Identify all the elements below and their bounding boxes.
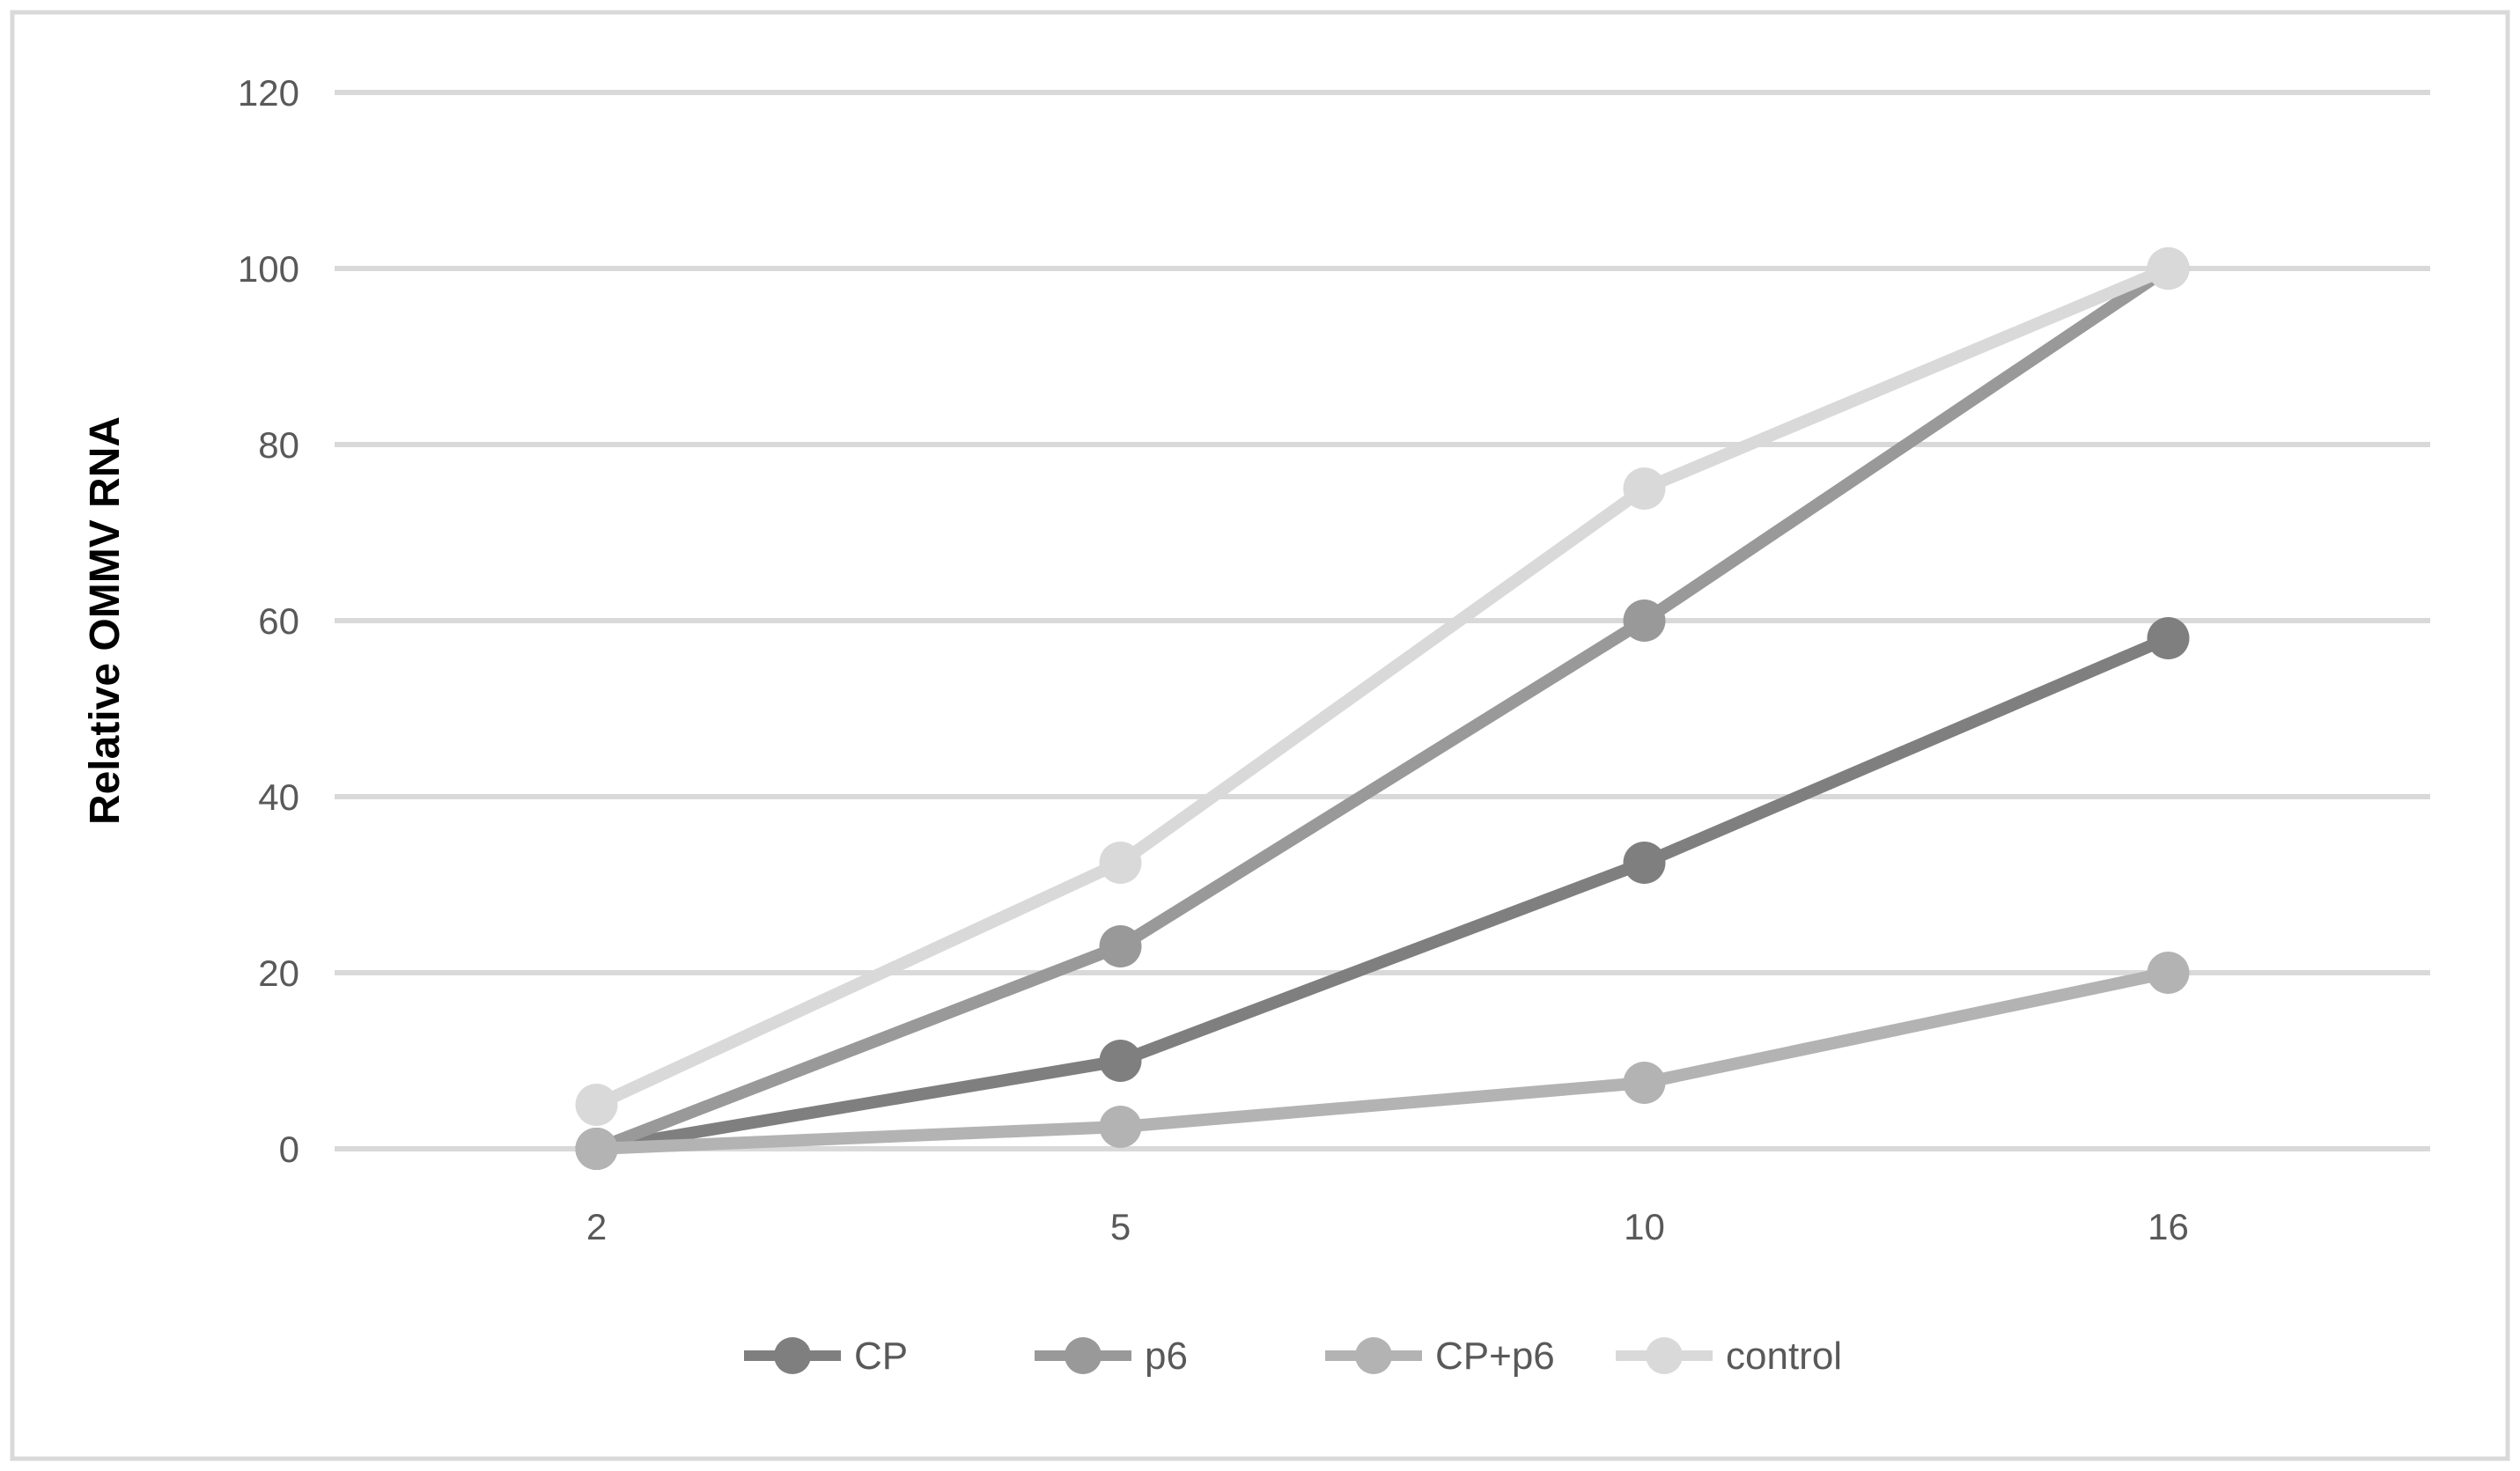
legend-marker-swatch bbox=[1646, 1337, 1683, 1374]
y-tick-label: 100 bbox=[238, 248, 299, 290]
data-point-control bbox=[2147, 247, 2190, 290]
legend-item-control: control bbox=[1616, 1335, 1842, 1378]
y-tick-label: 80 bbox=[258, 424, 299, 466]
data-point-CP+p6 bbox=[2147, 952, 2190, 994]
legend-marker-swatch bbox=[774, 1337, 811, 1374]
y-axis-title: Relative OMMV RNA bbox=[82, 416, 129, 825]
x-tick-label: 2 bbox=[586, 1206, 607, 1247]
data-point-control bbox=[1623, 467, 1666, 510]
data-point-CP bbox=[1099, 1040, 1142, 1082]
gridlines-group bbox=[335, 90, 2430, 1151]
legend-label: control bbox=[1726, 1335, 1842, 1378]
x-tick-label: 10 bbox=[1624, 1206, 1665, 1247]
data-point-p6 bbox=[1623, 599, 1666, 642]
y-tick-label: 40 bbox=[258, 776, 299, 818]
data-point-CP+p6 bbox=[575, 1128, 618, 1170]
legend: CP p6 CP+p6 control bbox=[744, 1335, 1842, 1378]
data-point-CP+p6 bbox=[1099, 1106, 1142, 1148]
series-line-p6 bbox=[593, 263, 2172, 1155]
data-point-control bbox=[575, 1084, 618, 1126]
legend-marker-swatch bbox=[1065, 1337, 1102, 1374]
legend-item-CP+p6: CP+p6 bbox=[1325, 1335, 1555, 1378]
series-group bbox=[575, 247, 2190, 1170]
data-point-CP bbox=[2147, 617, 2190, 659]
series-line-CP+p6 bbox=[596, 967, 2170, 1155]
data-point-CP bbox=[1623, 842, 1666, 884]
y-tick-label: 120 bbox=[238, 72, 299, 114]
y-tick-label: 0 bbox=[279, 1129, 299, 1170]
legend-item-p6: p6 bbox=[1035, 1335, 1188, 1378]
legend-label: CP+p6 bbox=[1435, 1335, 1555, 1378]
x-tick-label: 5 bbox=[1110, 1206, 1131, 1247]
data-point-p6 bbox=[1099, 925, 1142, 967]
data-point-control bbox=[1099, 842, 1142, 884]
legend-label: CP bbox=[854, 1335, 908, 1378]
x-tick-labels: 2 5 10 16 bbox=[586, 1206, 2189, 1247]
chart-border bbox=[10, 10, 2510, 1461]
legend-marker-swatch bbox=[1355, 1337, 1392, 1374]
x-tick-label: 16 bbox=[2148, 1206, 2189, 1247]
series-line-control bbox=[593, 262, 2171, 1111]
y-tick-labels: 0 20 40 60 80 100 120 bbox=[238, 72, 299, 1170]
series-line-CP bbox=[595, 632, 2171, 1155]
legend-label: p6 bbox=[1145, 1335, 1188, 1378]
data-point-CP+p6 bbox=[1623, 1062, 1666, 1104]
legend-item-CP: CP bbox=[744, 1335, 908, 1378]
y-tick-label: 20 bbox=[258, 952, 299, 994]
y-tick-label: 60 bbox=[258, 600, 299, 642]
